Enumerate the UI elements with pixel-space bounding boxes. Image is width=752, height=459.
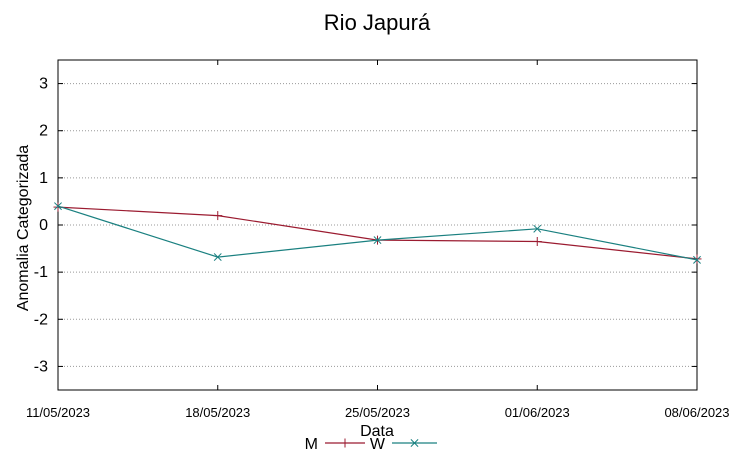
data-point-M xyxy=(213,211,223,221)
y-axis-label: Anomalia Categorizada xyxy=(15,145,32,311)
gridlines xyxy=(58,83,697,367)
x-tick-label: 01/06/2023 xyxy=(505,405,570,420)
x-tick-label: 25/05/2023 xyxy=(345,405,410,420)
series-line-W xyxy=(57,205,698,261)
y-axis-ticks: 3 2 1 0 -1 -2 -3 xyxy=(34,76,697,375)
series-layer xyxy=(53,202,702,264)
x-axis-label: Data xyxy=(360,423,394,440)
data-point-W xyxy=(373,236,382,245)
data-point-W xyxy=(693,255,701,264)
data-point-W xyxy=(213,253,222,262)
chart-title: Rio Japurá xyxy=(324,10,431,35)
data-point-M xyxy=(532,237,542,246)
data-point-W xyxy=(533,224,542,233)
data-point-W xyxy=(54,202,62,211)
x-axis-ticks: 11/05/2023 18/05/2023 25/05/2023 01/06/2023… xyxy=(26,60,730,420)
legend-label-W: W xyxy=(370,436,386,453)
legend-label-M: M xyxy=(305,436,318,453)
y-tick-label: -3 xyxy=(34,358,48,375)
x-tick-label: 18/05/2023 xyxy=(185,405,250,420)
series-line-M xyxy=(57,206,698,260)
x-tick-label: 08/06/2023 xyxy=(664,405,729,420)
legend-marker-W xyxy=(410,439,419,447)
x-tick-label: 11/05/2023 xyxy=(26,405,90,420)
y-tick-label: -2 xyxy=(34,311,48,328)
y-tick-label: 0 xyxy=(39,217,48,234)
y-tick-label: -1 xyxy=(34,264,48,281)
y-tick-label: 1 xyxy=(39,170,48,187)
y-tick-label: 2 xyxy=(39,123,48,140)
legend-marker-M xyxy=(340,438,350,448)
y-tick-label: 3 xyxy=(39,76,48,93)
